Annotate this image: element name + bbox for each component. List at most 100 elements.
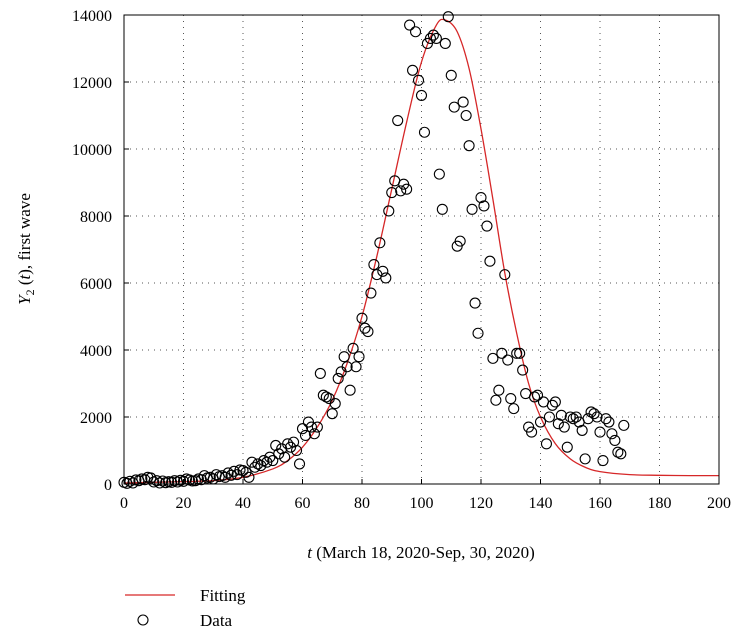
y-tick-label: 6000 [80,276,112,293]
data-point [531,389,544,401]
data-point [353,351,365,363]
data-point [534,416,547,428]
y-axis-label: Y2 (t), first wave [15,193,37,305]
data-point [383,205,395,217]
data-point [329,398,341,410]
data-point [344,384,356,396]
x-tick-label: 80 [354,495,370,512]
data-point [299,429,312,441]
data-point [609,434,621,447]
data-point [582,413,594,425]
x-axis-label: t (March 18, 2020-Sep, 30, 2020) [307,543,535,562]
data-point [293,458,306,470]
x-tick-label: 200 [707,495,731,512]
data-point [543,411,555,423]
data-point [296,423,309,435]
data-point [505,393,517,405]
data-point [511,347,523,359]
data-point [395,185,407,197]
data-point [597,454,609,467]
data-point [466,203,478,215]
data-point [341,361,353,373]
data-point [392,114,404,127]
data-point [243,471,255,483]
data-point [412,74,425,86]
x-tick-label: 40 [235,495,251,512]
legend-data-label: Data [200,611,233,630]
x-tick-label: 20 [176,495,192,512]
data-point [418,126,431,138]
x-axis: 0 20 40 60 80 100 120 140 160 180 200 [120,479,731,512]
data-point [368,259,380,271]
data-point [415,89,428,101]
data-point [177,475,190,487]
legend: Fitting Data [125,586,246,630]
data-point [430,32,442,45]
data-point [514,347,526,359]
data-point [481,220,493,232]
data-point [338,351,350,363]
data-point [347,342,359,354]
data-point [442,11,454,23]
data-point [603,416,615,428]
data-point [561,441,573,453]
data-point [386,187,398,199]
data-point [151,475,163,487]
data-point [305,421,317,433]
data-point [484,255,496,267]
data-point [380,272,392,284]
data-point [424,32,436,45]
y-tick-label: 10000 [72,142,112,159]
data-point [502,354,514,366]
data-point [314,367,326,380]
data-point [588,408,600,420]
data-point [282,438,294,450]
data-point [526,426,538,438]
x-tick-label: 60 [295,495,311,512]
data-point [558,421,570,433]
data-point [591,411,603,423]
data-point [228,465,240,477]
x-tick-label: 180 [648,495,672,512]
data-point [308,428,320,440]
y-tick-label: 4000 [80,343,112,360]
data-point [546,399,558,411]
data-point [377,265,389,277]
data-point [457,96,469,108]
data-point [549,396,561,408]
data-point [487,352,499,364]
data-point [359,322,371,334]
data-point [615,448,627,460]
data-point [350,361,362,373]
data-point [407,64,419,76]
data-point [404,19,416,31]
data-point [490,394,502,406]
data-point [463,140,475,152]
y-axis: 0 2000 4000 6000 8000 10000 12000 14000 [72,8,129,494]
legend-data-marker [137,614,149,626]
data-point [326,408,338,420]
fitting-line [123,18,720,484]
data-point [249,461,261,473]
data-point [517,364,529,376]
x-tick-label: 100 [410,495,434,512]
y-tick-label: 8000 [80,209,112,226]
data-point [445,69,457,81]
y-tick-label: 12000 [72,75,112,92]
data-point [401,183,413,195]
data-point [427,29,439,41]
x-tick-label: 140 [529,495,553,512]
data-point [499,269,511,281]
data-point [594,426,606,438]
data-point [555,409,567,421]
data-point [439,37,451,50]
grid [124,15,719,484]
data-point [469,297,481,309]
data-point [508,403,520,415]
x-tick-label: 0 [120,495,128,512]
data-point [454,235,466,247]
data-point [600,413,612,425]
x-tick-label: 160 [588,495,612,512]
data-point [365,287,377,299]
